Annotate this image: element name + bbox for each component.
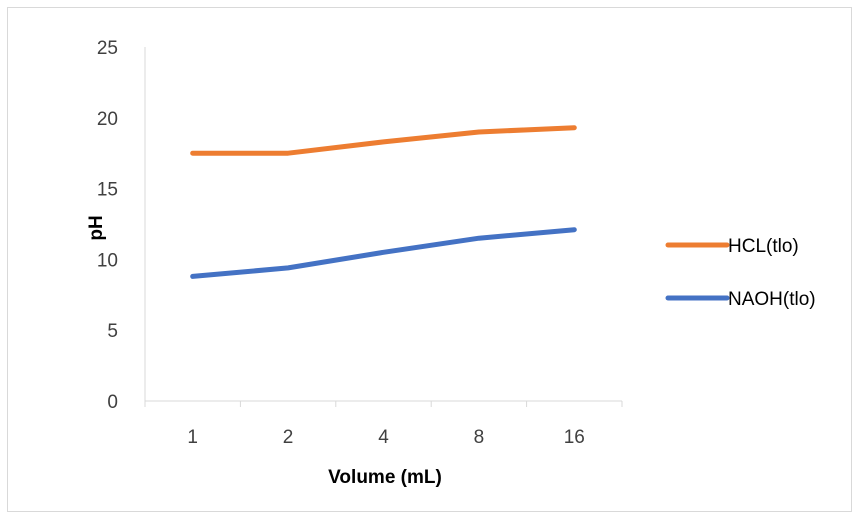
x-tick-label: 8 <box>474 427 485 448</box>
series-lines <box>190 125 577 279</box>
y-tick-label: 20 <box>97 109 118 130</box>
chart-frame <box>7 7 852 512</box>
y-tick-label: 25 <box>97 38 118 59</box>
y-tick-label: 0 <box>107 392 118 413</box>
series-line-hcl-tlo <box>190 125 577 156</box>
x-axis-title: Volume (mL) <box>328 467 442 488</box>
legend-label: NAOH(tlo) <box>728 289 816 310</box>
x-tick-label: 16 <box>564 427 585 448</box>
y-tick-labels: 0 5 10 15 20 25 <box>97 38 118 413</box>
legend-label: HCL(tlo) <box>728 236 799 257</box>
x-tick-labels: 1 2 4 8 16 <box>187 427 584 448</box>
y-tick-label: 5 <box>107 321 118 342</box>
x-tick-label: 1 <box>187 427 198 448</box>
y-axis-title: pH <box>86 215 107 240</box>
series-line-naoh-tlo <box>190 227 577 279</box>
x-tick-label: 2 <box>283 427 294 448</box>
x-tick-label: 4 <box>378 427 389 448</box>
x-axis-tick-marks <box>144 401 623 407</box>
y-tick-label: 15 <box>97 180 118 201</box>
legend: HCL(tlo) NAOH(tlo) <box>665 236 816 310</box>
y-tick-label: 10 <box>97 250 118 271</box>
